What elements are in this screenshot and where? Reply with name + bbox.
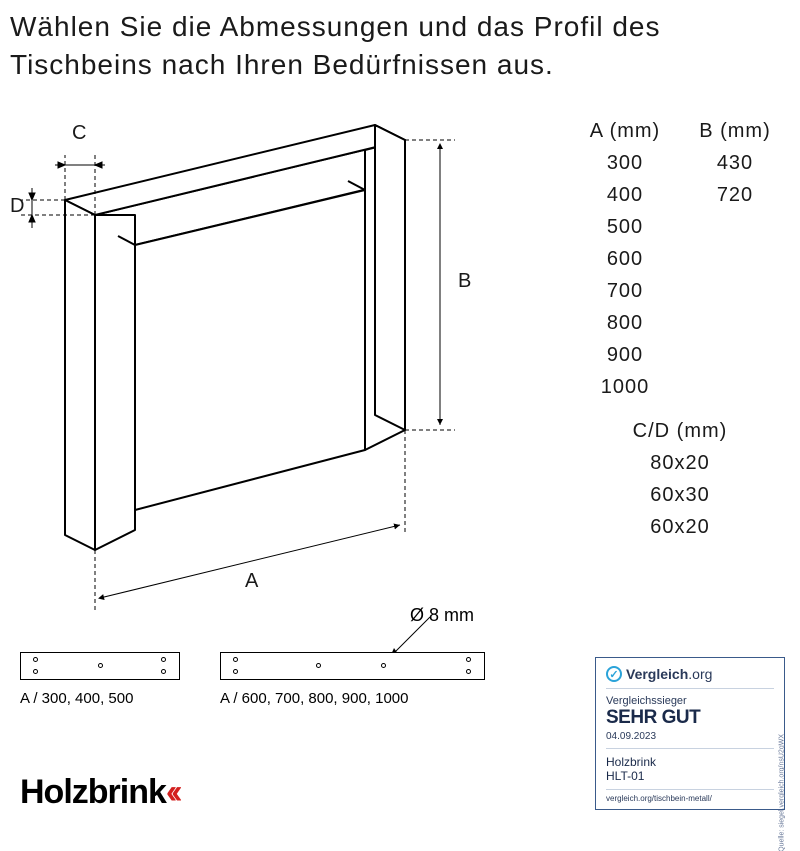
a-val: 1000 [570,371,680,403]
dim-label-a: A [245,570,258,593]
a-val: 700 [570,275,680,307]
badge-rating: SEHR GUT [606,707,774,729]
brand-name: Holzbrink [20,773,166,811]
bracket-large [220,652,485,680]
badge-subtitle: Vergleichssieger [606,695,774,707]
badge-site-suffix: .org [688,666,712,682]
brand-logo: Holzbrink‹‹ [20,773,177,812]
a-val: 800 [570,307,680,339]
rating-badge: ✓ Vergleich.org Vergleichssieger SEHR GU… [595,657,785,810]
bracket-large-label: A / 600, 700, 800, 900, 1000 [220,690,409,707]
badge-url: vergleich.org/tischbein-metall/ [606,794,774,803]
a-val: 400 [570,179,680,211]
badge-product-brand: Holzbrink [606,755,774,769]
a-val: 600 [570,243,680,275]
dim-label-d: D [10,195,24,218]
brand-accent-icon: ‹‹ [166,773,177,811]
col-b-header: B (mm) [690,115,780,147]
b-val: 430 [690,147,780,179]
a-val: 300 [570,147,680,179]
badge-product: Holzbrink HLT-01 [606,755,774,790]
col-cd-header: C/D (mm) [605,415,755,447]
badge-site: ✓ Vergleich.org [606,666,774,689]
technical-diagram: C D B A [10,110,550,590]
badge-date: 04.09.2023 [606,731,774,749]
cd-val: 80x20 [605,447,755,479]
badge-product-model: HLT-01 [606,769,774,783]
col-a-header: A (mm) [570,115,680,147]
bracket-small [20,652,180,680]
dim-label-b: B [458,270,471,293]
dim-label-c: C [72,122,86,145]
a-val: 500 [570,211,680,243]
badge-source: Quelle: siegel.vergleich.org/nsU2qWX [779,734,786,851]
b-val: 720 [690,179,780,211]
badge-site-name: Vergleich [626,666,688,682]
cd-val: 60x30 [605,479,755,511]
cd-val: 60x20 [605,511,755,543]
check-icon: ✓ [606,666,622,682]
page-heading: Wählen Sie die Abmessungen und das Profi… [10,8,790,84]
bracket-small-label: A / 300, 400, 500 [20,690,133,707]
mounting-brackets: Ø 8 mm A / 300, 400, 500 A / 600, 700, 8… [20,620,560,740]
a-val: 900 [570,339,680,371]
